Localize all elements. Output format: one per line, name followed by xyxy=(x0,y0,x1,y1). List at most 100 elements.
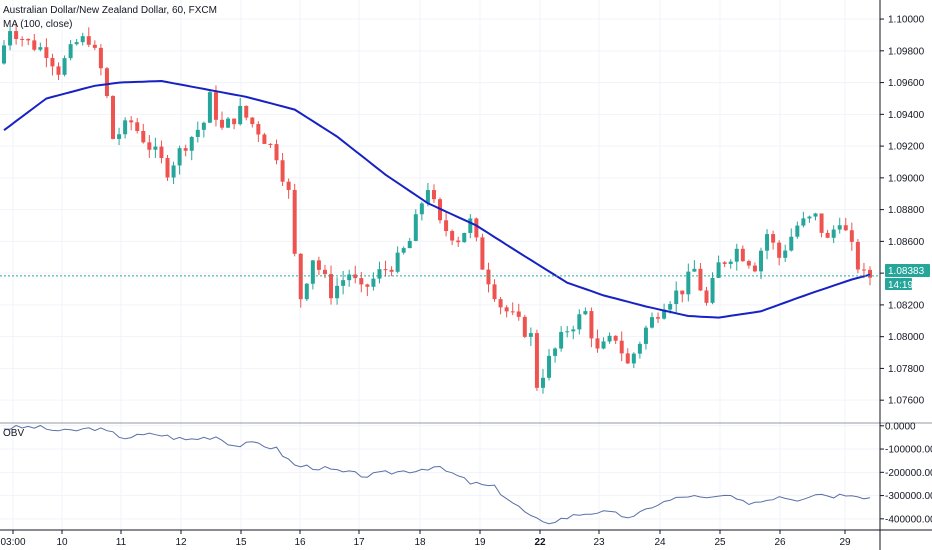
candle-body xyxy=(849,230,854,242)
time-axis[interactable]: 03:00 10 11 12 15 16 17 18 19 22 23 24 25 26 29 xyxy=(0,530,851,548)
price-tick-label: 1.08000 xyxy=(888,332,925,343)
time-tick-label: 25 xyxy=(714,537,726,548)
candle-body xyxy=(62,58,67,75)
time-tick-label: 18 xyxy=(414,537,426,548)
candle-body xyxy=(516,311,521,317)
candle-body xyxy=(419,203,424,215)
candle-body xyxy=(861,269,866,271)
candle-body xyxy=(522,316,527,337)
candle-body xyxy=(674,290,679,305)
candle-body xyxy=(377,269,382,279)
chart-title: Australian Dollar/New Zealand Dollar, 60… xyxy=(3,5,217,16)
candle-body xyxy=(129,120,134,123)
candle-body xyxy=(26,38,31,41)
candle-body xyxy=(807,216,812,219)
price-tick-label: 1.09800 xyxy=(888,46,925,57)
candle-body xyxy=(226,118,231,128)
price-tick-label: 1.08600 xyxy=(888,237,925,248)
candle-body xyxy=(547,355,552,378)
candle-body xyxy=(147,142,152,150)
price-axis[interactable]: 1.10000 1.09800 1.09600 1.09400 1.09200 1.090… xyxy=(880,15,925,407)
candle-body xyxy=(571,329,576,332)
candle-body xyxy=(716,262,721,278)
candle-body xyxy=(123,120,128,135)
candle-body xyxy=(577,314,582,330)
time-tick-label: 24 xyxy=(654,537,666,548)
candle-body xyxy=(589,311,594,339)
candle-body xyxy=(746,261,751,266)
candle-body xyxy=(450,231,455,241)
candle-body xyxy=(734,248,739,262)
price-tick-label: 1.07800 xyxy=(888,364,925,375)
time-tick-label: 12 xyxy=(175,537,187,548)
candle-body xyxy=(92,44,97,48)
obv-axis[interactable]: 0.0000 -100000.0000 -200000.0000 -300000.00… xyxy=(880,421,932,525)
candle-body xyxy=(80,36,85,43)
candle-body xyxy=(722,262,727,264)
candle-body xyxy=(213,92,218,120)
obv-tick-label: -400000.0000 xyxy=(885,514,932,525)
candle-body xyxy=(462,232,467,243)
candle-body xyxy=(383,269,388,271)
time-tick-label: 15 xyxy=(235,537,247,548)
candle-body xyxy=(135,122,140,131)
price-tick-label: 1.07600 xyxy=(888,396,925,407)
price-tick-label: 1.09600 xyxy=(888,78,925,89)
candle-body xyxy=(232,118,237,125)
candle-body xyxy=(310,260,315,284)
ma-legend: MA (100, close) xyxy=(3,19,72,30)
candle-body xyxy=(117,134,122,139)
candle-body xyxy=(183,148,188,151)
candle-body xyxy=(534,333,539,388)
candle-body xyxy=(686,271,691,295)
candle-body xyxy=(56,66,61,75)
candle-body xyxy=(262,134,267,144)
candle-body xyxy=(86,36,91,45)
last-price-tag: 1.08383 14:19 xyxy=(885,264,930,291)
candle-body xyxy=(540,377,545,388)
time-tick-label: 11 xyxy=(116,537,127,548)
candle-body xyxy=(480,237,485,270)
candle-body xyxy=(625,353,630,364)
candle-body xyxy=(220,119,225,128)
candle-body xyxy=(704,290,709,303)
candle-body xyxy=(728,261,733,264)
candle-body xyxy=(413,214,418,241)
candle-body xyxy=(565,331,570,333)
candle-body xyxy=(50,57,55,67)
candle-body xyxy=(643,327,648,344)
candle-body xyxy=(637,343,642,354)
candle-body xyxy=(38,47,43,50)
candle-body xyxy=(292,189,297,254)
countdown-value: 14:19 xyxy=(888,280,913,291)
candle-body xyxy=(825,232,830,238)
last-price-value: 1.08383 xyxy=(888,266,925,277)
price-tick-label: 1.08800 xyxy=(888,205,925,216)
candle-body xyxy=(395,252,400,272)
candle-body xyxy=(111,96,116,139)
candle-body xyxy=(256,124,261,135)
candle-body xyxy=(868,269,872,278)
candle-body xyxy=(14,31,19,39)
candle-body xyxy=(795,225,800,237)
candle-body xyxy=(32,40,37,50)
candle-body xyxy=(692,268,697,272)
candle-body xyxy=(619,340,624,354)
candle-body xyxy=(855,241,860,270)
candle-body xyxy=(98,47,103,69)
candle-body xyxy=(44,47,49,58)
candle-body xyxy=(668,304,673,310)
time-tick-label: 16 xyxy=(294,537,306,548)
obv-legend: OBV xyxy=(3,428,24,439)
candle-body xyxy=(740,248,745,262)
candle-body xyxy=(159,146,164,159)
candle-body xyxy=(407,240,412,249)
price-candles xyxy=(2,22,872,394)
candle-body xyxy=(583,311,588,315)
candle-body xyxy=(649,317,654,328)
ma-100-line xyxy=(3,79,871,319)
candle-body xyxy=(141,130,146,143)
candle-body xyxy=(201,122,206,130)
candle-body xyxy=(504,307,509,312)
candle-body xyxy=(680,290,685,295)
